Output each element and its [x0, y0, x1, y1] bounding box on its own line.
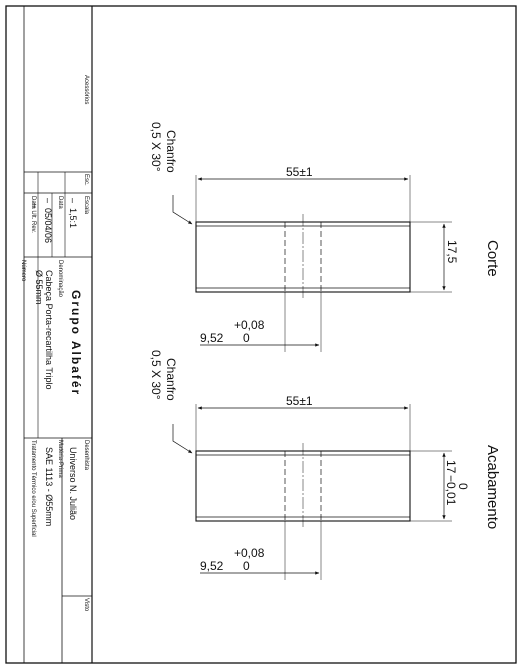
bore-dimension: 9,52: [200, 331, 224, 345]
diameter-tol-lower: −0,01: [444, 475, 458, 506]
data-ult-rev-dash: –: [30, 203, 40, 208]
data-value: 05/04/06: [43, 208, 53, 243]
denominacao-value: Cabeça Porta-recartilha Triplo: [44, 270, 54, 390]
view-corte: 55±1 17,5 9,52 +0,08 0 Chanfro 0,5 X 30°…: [149, 122, 501, 352]
diameter-tol-upper: 0: [456, 483, 470, 490]
bore-tol-upper: +0,08: [234, 318, 265, 332]
escala-value: 1,5:1: [68, 208, 78, 228]
materia-prima-label: Matéria-Prima: [57, 440, 63, 478]
length-dimension: 55±1: [286, 394, 313, 408]
chamfer-leader: [172, 424, 193, 454]
materia-prima-value: SAE 1113 - Ø55mm: [44, 447, 54, 526]
bore-tol-upper: +0,08: [234, 546, 265, 560]
acessorios-label: Acessórios: [83, 75, 89, 104]
tratamento-label: Tratamento Térmico e/ou Superficial: [30, 440, 36, 537]
diameter-dimension: 17,5: [445, 240, 459, 264]
visto-label: Visto: [83, 598, 89, 612]
data-dash: –: [43, 198, 53, 203]
escala-dash: –: [68, 198, 78, 203]
title-block: Acessórios Esc. Escala – 1,5:1 Data – 05…: [20, 6, 93, 663]
bore-dimension: 9,52: [200, 559, 224, 573]
chamfer-spec: 0,5 X 30°: [149, 350, 163, 400]
view-acabamento: 55±1 17 0 −0,01 9,52 +0,08 0 Chanfro 0,5…: [149, 350, 501, 580]
view-label-corte: Corte: [484, 240, 501, 277]
desenhista-value: Universo N. Julião: [68, 447, 78, 520]
bore-tol-lower: 0: [243, 331, 250, 345]
denominacao-value-2: Ø 55mm: [34, 270, 44, 305]
diameter-dimension: 17: [444, 460, 458, 474]
denominacao-label: Denominação: [57, 260, 63, 298]
desenhista-label: Desenhista: [83, 440, 89, 471]
chamfer-label: Chanfro: [164, 130, 178, 173]
numero-label: Número: [20, 260, 26, 282]
company-name: Grupo Albafér: [69, 290, 83, 396]
sheet-border: [5, 5, 517, 664]
length-dimension: 55±1: [286, 165, 313, 179]
chamfer-label: Chanfro: [164, 358, 178, 401]
bore-tol-lower: 0: [243, 559, 250, 573]
escala-label: Esc.: [83, 174, 89, 186]
chamfer-spec: 0,5 X 30°: [149, 122, 163, 172]
data-label: Data: [57, 196, 63, 209]
escala-header: Escala: [83, 196, 89, 215]
chamfer-leader: [172, 195, 193, 225]
data-ult-rev-label: Data Ult. Rev.: [30, 196, 36, 233]
view-label-acabamento: Acabamento: [484, 445, 501, 529]
